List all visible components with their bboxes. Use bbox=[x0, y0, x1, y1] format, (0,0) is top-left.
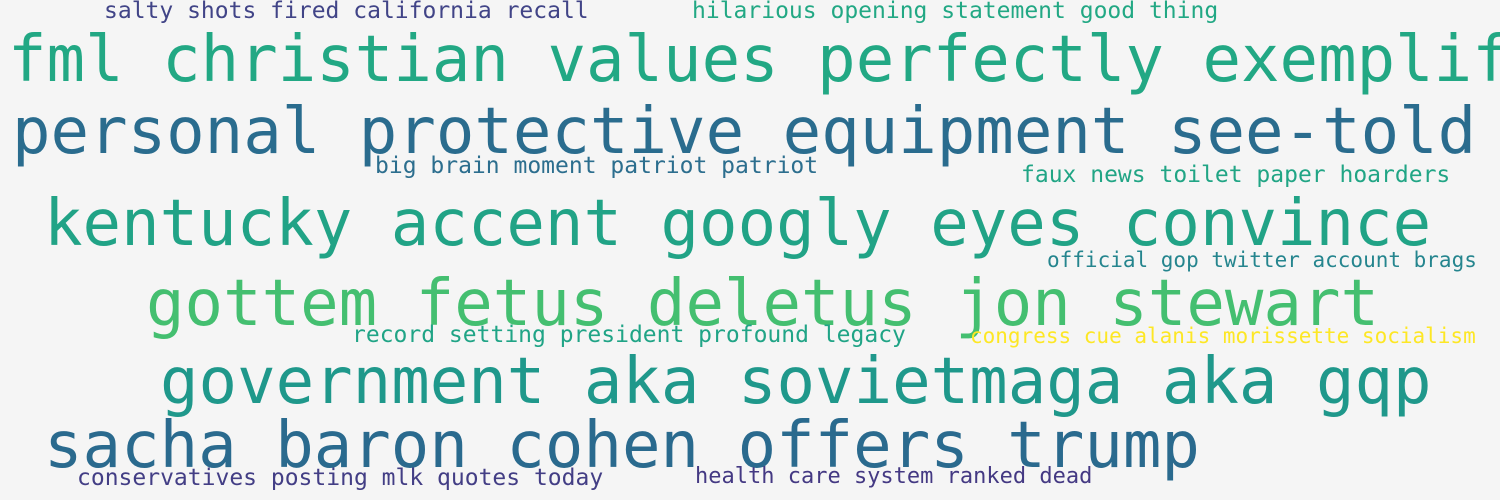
phrase-record-setting-president: record setting president profound legacy bbox=[352, 322, 906, 348]
phrase-gottem-fetus-deletus: gottem fetus deletus jon stewart bbox=[146, 267, 1379, 341]
phrase-salty-shots-fired: salty shots fired california recall bbox=[104, 0, 589, 24]
phrase-conservatives-posting-mlk: conservatives posting mlk quotes today bbox=[77, 465, 604, 491]
phrase-fml-christian-values: fml christian values perfectly exemplifi… bbox=[8, 23, 1500, 97]
phrase-congress-cue-alanis: congress cue alanis morissette socialism bbox=[970, 324, 1476, 348]
phrase-hilarious-opening-statement: hilarious opening statement good thing bbox=[692, 0, 1219, 24]
phrase-personal-protective-equipment: personal protective equipment see-told bbox=[12, 95, 1477, 169]
phrase-sacha-baron-cohen: sacha baron cohen offers trump bbox=[44, 409, 1200, 483]
phrase-kentucky-accent: kentucky accent googly eyes convince bbox=[44, 187, 1432, 261]
phrase-faux-news-toilet-paper: faux news toilet paper hoarders bbox=[1021, 162, 1451, 188]
phrase-big-brain-moment: big brain moment patriot patriot bbox=[375, 153, 819, 179]
phrase-health-care-system: health care system ranked dead bbox=[695, 464, 1093, 489]
phrase-government-aka-sovietmaga: government aka sovietmaga aka gqp bbox=[160, 345, 1432, 419]
phrase-official-gop-twitter: official gop twitter account brags bbox=[1047, 248, 1477, 272]
